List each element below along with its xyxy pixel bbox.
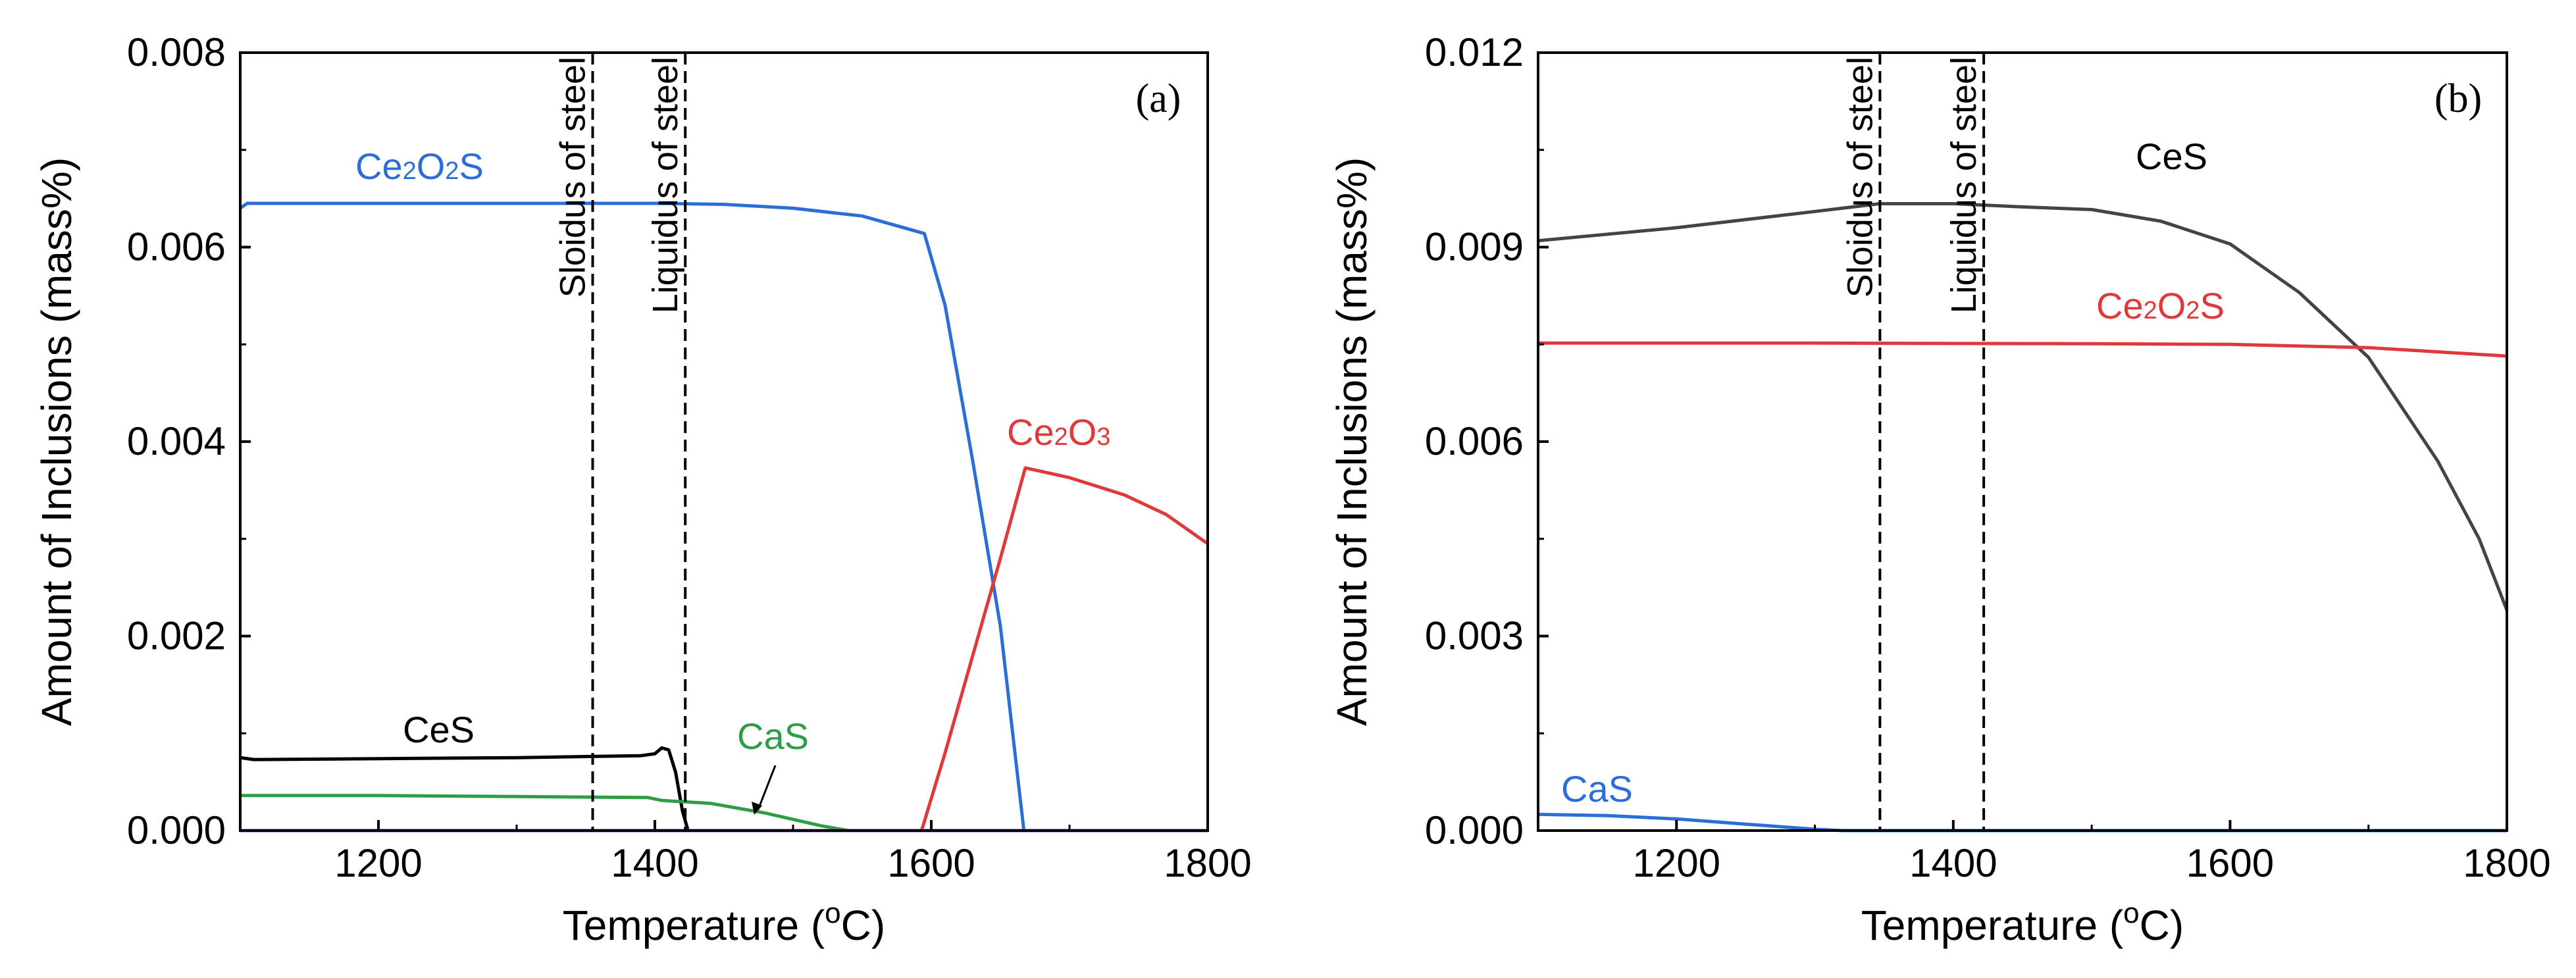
panel-b-series-ce2o2s <box>1538 341 2508 358</box>
panel-a-y-tick-label: 0.006 <box>127 225 226 269</box>
panel-a-vline-label-1: Liquidus of steel <box>646 57 685 313</box>
panel-a-series-ce2o3 <box>919 466 1209 831</box>
panel-b-x-tick-label: 1400 <box>1909 841 1997 885</box>
panel-b-y-tick-label: 0.003 <box>1425 614 1524 658</box>
panel-a-reference-lines: Sloidus of steel Liquidus of steel <box>554 53 687 831</box>
panel-a-vline-label-0: Sloidus of steel <box>554 57 593 297</box>
panel-a-y-tick-label: 0.008 <box>127 30 226 74</box>
panel-a-cas-pointer <box>757 765 777 810</box>
panel-a-y-tick-label: 0.004 <box>127 419 226 463</box>
panel-a-label: (a) <box>1136 76 1181 121</box>
panel-a-series-ce2o2s <box>239 201 1026 831</box>
panel-b-vline-label-1: Liquidus of steel <box>1944 57 1984 313</box>
panel-a-x-tick-label: 1800 <box>1164 841 1251 885</box>
panel-b-y-tick-label: 0.000 <box>1425 808 1524 852</box>
panel-a-label-cas: CaS <box>737 715 809 757</box>
panel-b-y-tick-label: 0.009 <box>1425 225 1524 269</box>
panel-a-series-cas <box>240 794 849 833</box>
panel-b-label-ces: CeS <box>2136 136 2207 177</box>
panel-a-x-tick-label: 1400 <box>611 841 698 885</box>
panel-b-x-tick-label: 1800 <box>2463 841 2550 885</box>
panel-a: Sloidus of steel Liquidus of steel 1200 14… <box>33 30 1252 949</box>
panel-a-x-tick-label: 1200 <box>334 841 422 885</box>
panel-a-series <box>239 201 1209 833</box>
panel-b-x-tick-label: 1200 <box>1633 841 1720 885</box>
panel-b-reference-lines: Sloidus of steel Liquidus of steel <box>1840 53 1986 831</box>
panel-b-x-axis-title: Temperature (oC) <box>1861 897 2184 949</box>
panel-a-y-axis-title: Amount of Inclusions (mass%) <box>33 157 80 726</box>
panel-a-label-ce2o3: Ce2O3 <box>1007 411 1110 453</box>
panel-b-series-labels: CeS Ce2O2S CaS <box>1561 136 2225 810</box>
panel-b-label-cas: CaS <box>1561 768 1633 810</box>
panel-a-x-tick-label: 1600 <box>887 841 975 885</box>
panel-a-series-labels: Ce2O2S Ce2O3 CeS CaS <box>355 145 1110 815</box>
panel-b-vline-label-0: Sloidus of steel <box>1840 57 1880 297</box>
panel-a-y-tick-label: 0.002 <box>127 614 226 658</box>
panel-b-label-ce2o2s: Ce2O2S <box>2096 285 2225 326</box>
panel-a-x-axis-title: Temperature (oC) <box>563 897 885 949</box>
panel-a-y-tick-label: 0.000 <box>127 808 226 852</box>
panel-b-y-tick-label: 0.012 <box>1425 30 1524 74</box>
panel-b-label: (b) <box>2434 76 2482 121</box>
panel-a-ticks: 1200 1400 1600 1800 0.000 0.002 0.004 0.006 0.00… <box>127 30 1252 885</box>
panel-b: Sloidus of steel Liquidus of steel 1200 14… <box>1328 30 2551 949</box>
panel-a-label-ce2o2s: Ce2O2S <box>355 145 484 187</box>
panel-b-y-tick-label: 0.006 <box>1425 419 1524 463</box>
panel-a-label-ces: CeS <box>403 709 475 750</box>
panel-a-cas-arrowhead <box>752 802 762 815</box>
panel-a-frame <box>239 51 1209 832</box>
panel-b-x-tick-label: 1600 <box>2186 841 2274 885</box>
panel-a-series-ces <box>240 746 690 831</box>
panel-b-y-axis-title: Amount of Inclusions (mass%) <box>1328 157 1376 726</box>
panel-b-series-ces <box>1537 202 2509 611</box>
panel-b-frame <box>1537 51 2508 832</box>
